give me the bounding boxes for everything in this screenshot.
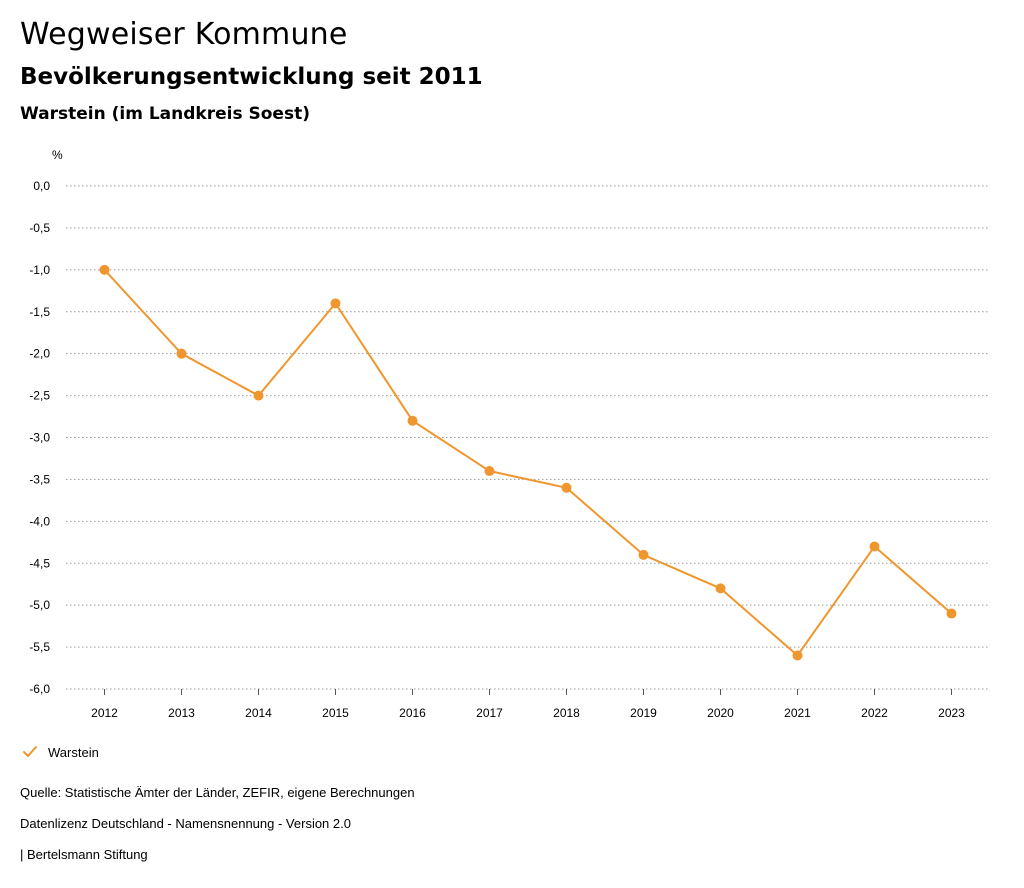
y-tick-label: -0,5 (29, 221, 50, 235)
series-line (103, 269, 953, 657)
legend[interactable]: Warstein (22, 744, 99, 760)
region-title: Warstein (im Landkreis Soest) (20, 104, 310, 124)
x-tick-label: 2013 (168, 706, 195, 720)
x-tick-label: 2012 (91, 706, 118, 720)
y-tick-label: 0,0 (33, 179, 50, 193)
data-point[interactable] (407, 415, 418, 426)
data-point[interactable] (99, 264, 110, 275)
axis-layer: 0,0 -0,5 -1,0 -1,5 -2,0 -2,5 -3,0 -3,5 -4,0 -4,5 -… (29, 179, 965, 720)
y-tick-label: -2,5 (29, 389, 50, 403)
x-tick-label: 2019 (630, 706, 657, 720)
x-tick-label: 2015 (322, 706, 349, 720)
x-tick-label: 2022 (861, 706, 888, 720)
data-point[interactable] (869, 541, 880, 552)
y-tick-label: -2,0 (29, 347, 50, 361)
y-tick-label: -4,5 (29, 556, 50, 570)
data-point[interactable] (715, 583, 726, 594)
data-point[interactable] (792, 650, 803, 661)
data-point[interactable] (946, 608, 957, 619)
x-tick-label: 2021 (784, 706, 811, 720)
x-tick-label: 2018 (553, 706, 580, 720)
grid-layer (66, 185, 990, 690)
x-tick-label: 2023 (938, 706, 965, 720)
x-tick-label: 2016 (399, 706, 426, 720)
x-tick-label: 2017 (476, 706, 503, 720)
data-point[interactable] (253, 390, 264, 401)
y-tick-label: -5,5 (29, 640, 50, 654)
brand-note: | Bertelsmann Stiftung (20, 847, 148, 862)
license-note: Datenlizenz Deutschland - Namensnennung … (20, 816, 351, 831)
y-tick-label: -1,5 (29, 305, 50, 319)
data-point[interactable] (638, 549, 649, 560)
source-note: Quelle: Statistische Ämter der Länder, Z… (20, 785, 415, 800)
page-title: Wegweiser Kommune (20, 17, 348, 52)
data-point[interactable] (484, 466, 495, 477)
y-tick-label: -6,0 (29, 682, 50, 696)
y-axis-unit-label: % (52, 148, 63, 162)
y-tick-label: -5,0 (29, 598, 50, 612)
line-chart: % 0,0 -0,5 -1,0 -1,5 -2,0 -2,5 -3,0 -3,5 -4,0 -4,… (29, 148, 990, 720)
data-point[interactable] (176, 348, 187, 359)
y-tick-label: -4,0 (29, 514, 50, 528)
legend-label[interactable]: Warstein (48, 744, 99, 760)
y-tick-label: -3,5 (29, 472, 50, 486)
x-tick-label: 2020 (707, 706, 734, 720)
y-tick-label: -1,0 (29, 263, 50, 277)
series-layer (99, 264, 957, 661)
data-point[interactable] (561, 482, 572, 493)
x-tick-label: 2014 (245, 706, 272, 720)
chart-subtitle: Bevölkerungsentwicklung seit 2011 (20, 64, 483, 90)
data-point[interactable] (330, 298, 341, 309)
y-tick-label: -3,0 (29, 431, 50, 445)
legend-check-icon[interactable] (22, 744, 38, 760)
